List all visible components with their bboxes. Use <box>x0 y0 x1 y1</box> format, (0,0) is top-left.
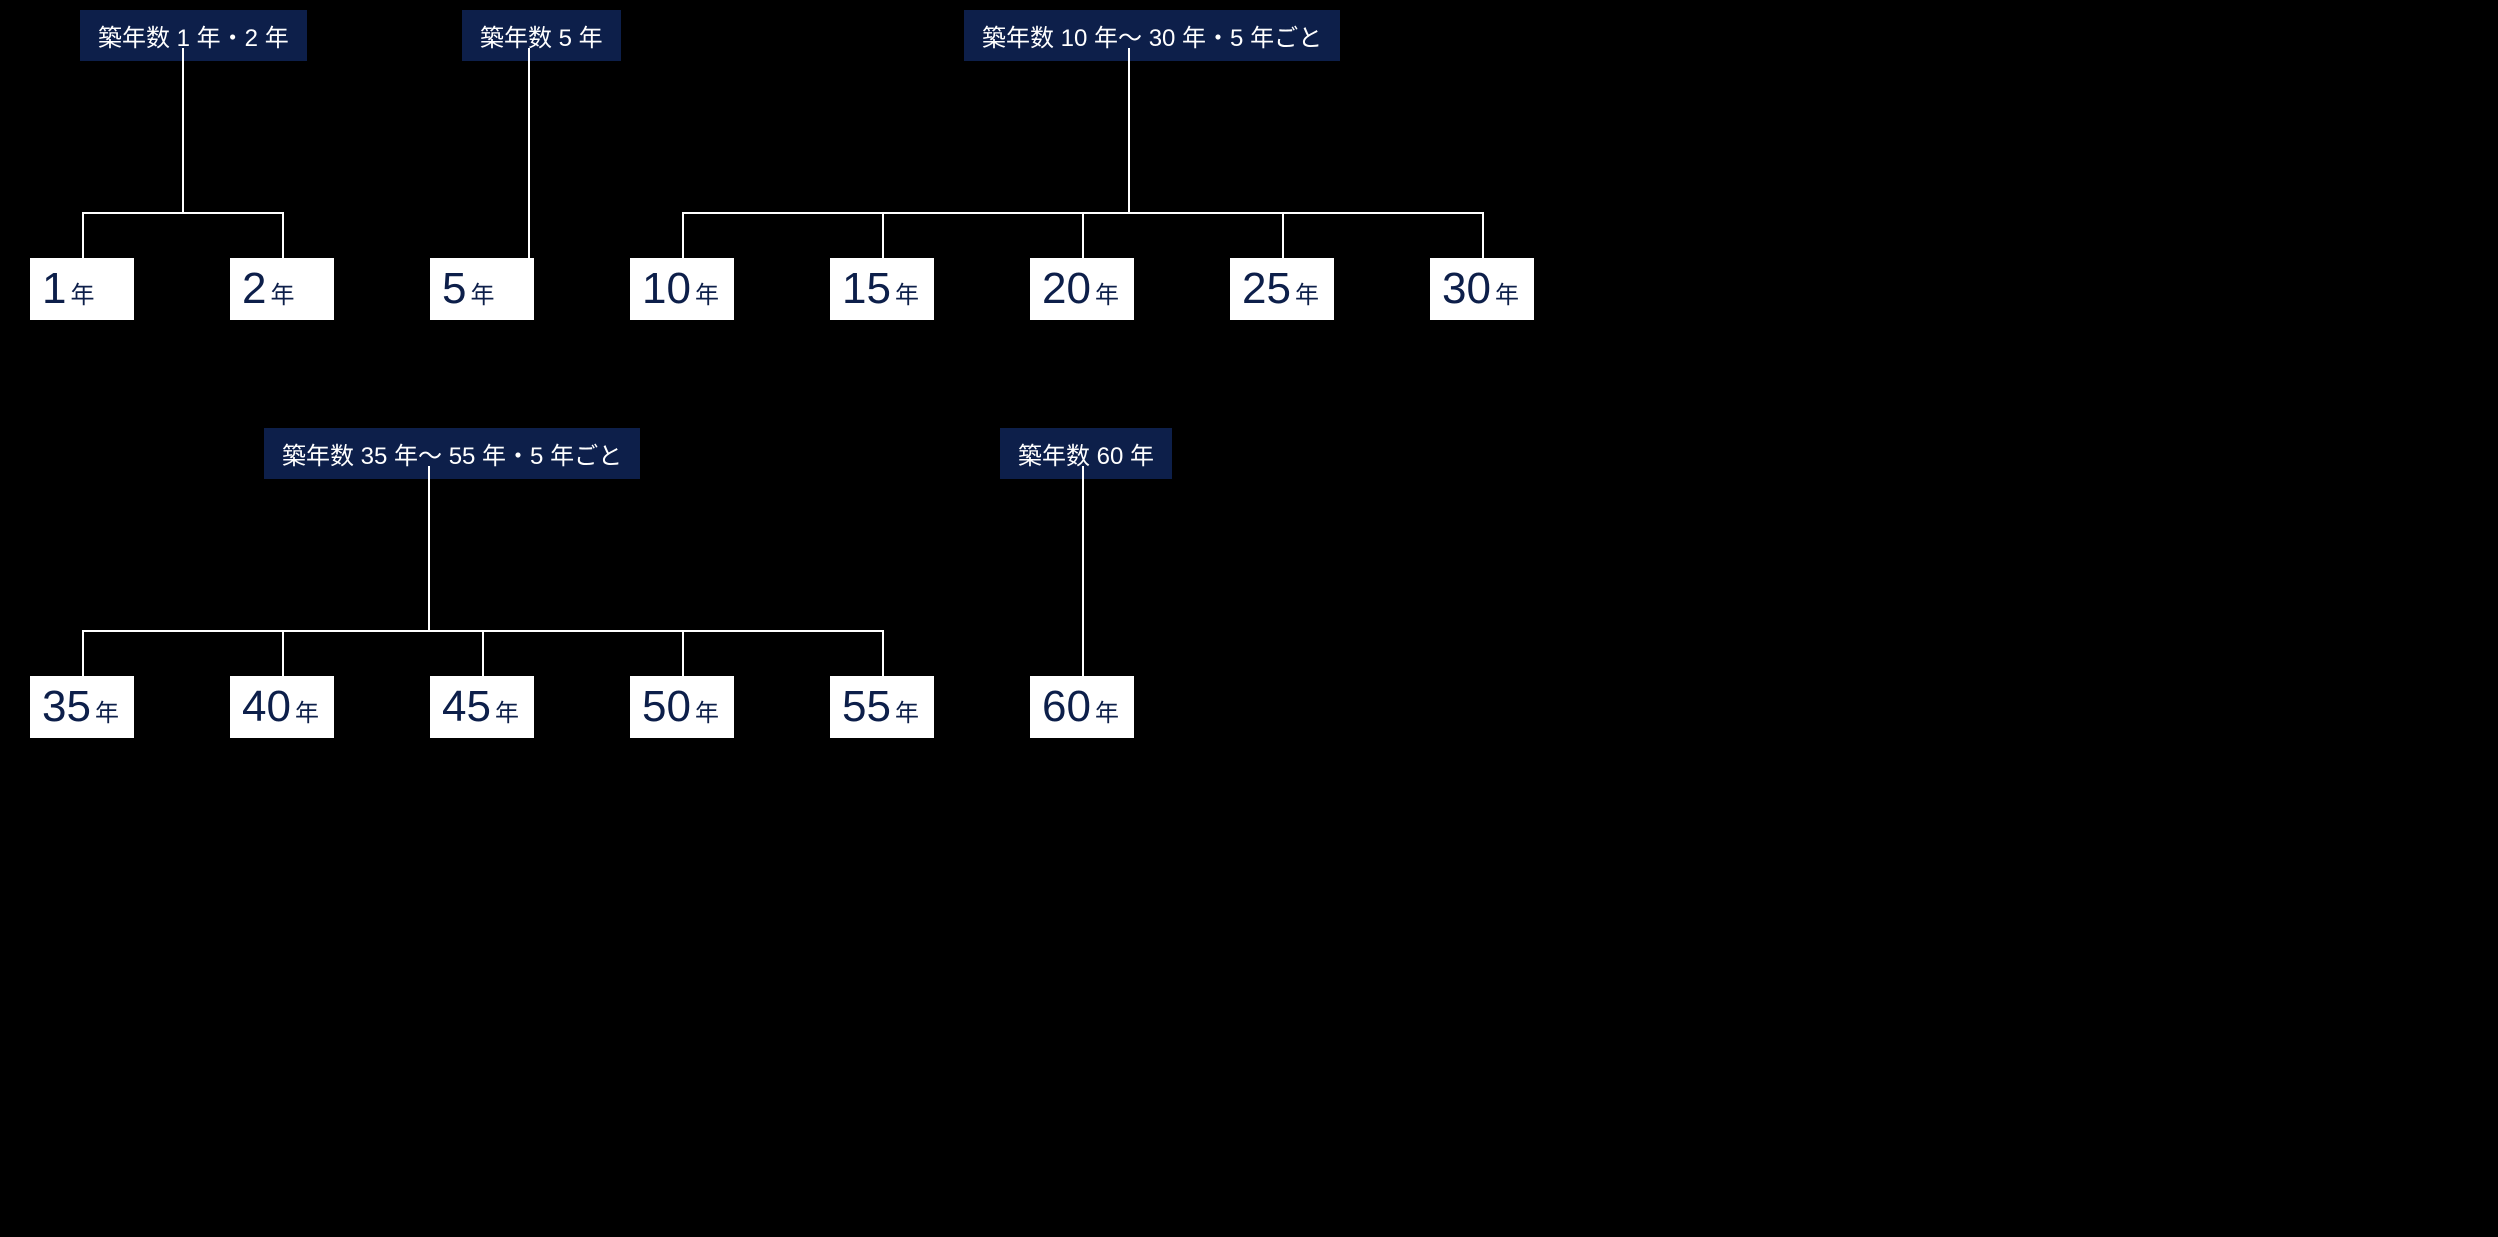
year-flag-unit: 年 <box>1295 265 1319 327</box>
connector-drop <box>1282 212 1284 258</box>
year-flag-number: 40 <box>242 676 291 738</box>
year-flag-number: 2 <box>242 258 266 320</box>
year-flag-number: 50 <box>642 676 691 738</box>
connector-stem <box>1128 48 1130 212</box>
year-flag-number: 35 <box>42 676 91 738</box>
group-label-text: 築年数 60 年 <box>1018 443 1154 470</box>
connector-drop <box>282 212 284 258</box>
connector-bus <box>82 212 284 214</box>
group-label-g1: 築年数 1 年・2 年 <box>80 10 307 61</box>
connector-drop <box>82 630 84 676</box>
year-flag-unit: 年 <box>270 265 294 327</box>
group-label-g3: 築年数 10 年〜 30 年・5 年ごと <box>964 10 1340 61</box>
year-flag-number: 60 <box>1042 676 1091 738</box>
connector-drop <box>682 212 684 258</box>
year-flag-unit: 年 <box>695 265 719 327</box>
year-flag-35: 35年 <box>30 676 134 738</box>
connector-stem <box>1082 466 1084 630</box>
year-flag-number: 1 <box>42 258 66 320</box>
year-flag-2: 2年 <box>230 258 334 320</box>
group-label-text: 築年数 1 年・2 年 <box>98 25 289 52</box>
year-flag-number: 45 <box>442 676 491 738</box>
diagram-stage: 築年数 1 年・2 年築年数 5 年築年数 10 年〜 30 年・5 年ごと1年… <box>0 0 2498 1237</box>
year-flag-unit: 年 <box>895 683 919 745</box>
year-flag-20: 20年 <box>1030 258 1134 320</box>
connector-drop <box>482 630 484 676</box>
year-flag-unit: 年 <box>1095 683 1119 745</box>
group-label-g4: 築年数 35 年〜 55 年・5 年ごと <box>264 428 640 479</box>
year-flag-unit: 年 <box>295 683 319 745</box>
year-flag-10: 10年 <box>630 258 734 320</box>
group-label-text: 築年数 10 年〜 30 年・5 年ごと <box>982 25 1322 52</box>
year-flag-1: 1年 <box>30 258 134 320</box>
connector-drop <box>282 630 284 676</box>
connector-stem <box>182 48 184 212</box>
group-label-text: 築年数 35 年〜 55 年・5 年ごと <box>282 443 622 470</box>
connector-drop <box>1082 212 1084 258</box>
connector-stem <box>428 466 430 630</box>
year-flag-50: 50年 <box>630 676 734 738</box>
connector-drop <box>82 212 84 258</box>
year-flag-number: 30 <box>1442 258 1491 320</box>
year-flag-number: 15 <box>842 258 891 320</box>
connector-drop <box>1482 212 1484 258</box>
connector-drop <box>1082 630 1084 676</box>
year-flag-number: 20 <box>1042 258 1091 320</box>
connector-drop <box>528 212 530 258</box>
connector-drop <box>882 212 884 258</box>
connector-stem <box>528 48 530 212</box>
year-flag-45: 45年 <box>430 676 534 738</box>
year-flag-unit: 年 <box>1095 265 1119 327</box>
year-flag-30: 30年 <box>1430 258 1534 320</box>
year-flag-unit: 年 <box>1495 265 1519 327</box>
year-flag-40: 40年 <box>230 676 334 738</box>
year-flag-number: 25 <box>1242 258 1291 320</box>
connector-drop <box>882 630 884 676</box>
year-flag-unit: 年 <box>95 683 119 745</box>
year-flag-number: 55 <box>842 676 891 738</box>
year-flag-unit: 年 <box>695 683 719 745</box>
year-flag-5: 5年 <box>430 258 534 320</box>
year-flag-unit: 年 <box>70 265 94 327</box>
year-flag-unit: 年 <box>495 683 519 745</box>
year-flag-25: 25年 <box>1230 258 1334 320</box>
year-flag-number: 10 <box>642 258 691 320</box>
connector-drop <box>682 630 684 676</box>
year-flag-15: 15年 <box>830 258 934 320</box>
year-flag-unit: 年 <box>895 265 919 327</box>
year-flag-unit: 年 <box>470 265 494 327</box>
year-flag-60: 60年 <box>1030 676 1134 738</box>
year-flag-55: 55年 <box>830 676 934 738</box>
group-label-g2: 築年数 5 年 <box>462 10 621 61</box>
year-flag-number: 5 <box>442 258 466 320</box>
group-label-g5: 築年数 60 年 <box>1000 428 1172 479</box>
group-label-text: 築年数 5 年 <box>480 25 603 52</box>
